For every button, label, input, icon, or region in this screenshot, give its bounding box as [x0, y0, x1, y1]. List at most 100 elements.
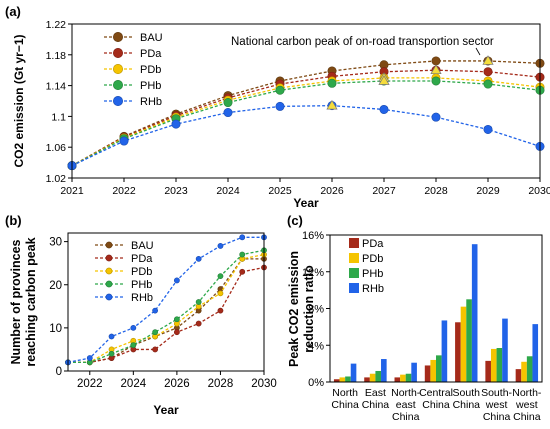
legend-label-pdb: PDb	[131, 266, 152, 278]
legend-marker-phb	[113, 80, 124, 91]
data-point-pda	[239, 268, 246, 275]
bar-rhb	[502, 318, 508, 382]
data-point-pda	[483, 67, 493, 77]
xtick-label-a: 2028	[424, 185, 448, 197]
data-point-rhb	[171, 119, 181, 129]
bar-pdb	[430, 359, 436, 382]
annotation-text: National carbon peak of on-road transpor…	[231, 36, 494, 48]
category-label: North-west China	[512, 387, 542, 423]
data-point-phb	[108, 350, 115, 357]
legend-marker-pda	[113, 47, 124, 58]
legend-marker-rhb	[113, 96, 124, 107]
data-point-bau	[431, 56, 441, 66]
bar-rhb	[471, 244, 478, 382]
data-point-pda	[195, 320, 202, 327]
data-point-rhb	[119, 136, 129, 146]
ytick-label-c: 8%	[308, 304, 324, 316]
plot-frame-a	[71, 23, 541, 179]
data-point-pda	[152, 346, 159, 353]
bar-pdb	[490, 348, 497, 382]
plot-frame-b	[67, 232, 265, 372]
series-line-pda	[71, 69, 541, 167]
data-point-rhb	[223, 108, 233, 118]
bar-rhb	[441, 320, 448, 382]
data-point-pda	[217, 307, 224, 314]
ytick-label-a: 1.22	[46, 19, 67, 31]
data-point-phb	[217, 273, 224, 280]
legend-label-rhb: RHb	[140, 96, 162, 108]
data-point-phb	[195, 299, 202, 305]
data-point-pda	[173, 329, 180, 336]
data-point-phb	[130, 342, 137, 349]
y-axis-label-a: CO2 emission (Gt yr−1)	[12, 34, 26, 167]
y-axis-label-b: Number of provincesreaching carbon peak	[9, 237, 38, 366]
xtick-label-a: 2022	[112, 185, 136, 197]
peak-marker-bau	[482, 55, 494, 65]
data-point-phb	[483, 79, 493, 89]
legend-swatch-rhb	[349, 283, 359, 293]
data-point-rhb	[195, 255, 202, 262]
bar-rhb	[350, 363, 357, 382]
legend-c: PDa PDb PHb RHb	[349, 238, 384, 295]
legend-label-bau: BAU	[140, 32, 163, 44]
plot-frame-c	[329, 234, 543, 383]
legend-label-rhb: RHb	[131, 292, 153, 304]
legend-label-rhb: RHb	[362, 283, 384, 295]
data-point-rhb	[130, 324, 137, 331]
xtick-label-a: 2023	[164, 185, 188, 197]
xtick-label-a: 2027	[372, 185, 396, 197]
ytick-label-c: 12%	[302, 267, 324, 279]
data-point-rhb	[152, 307, 159, 314]
legend-marker-bau	[105, 241, 113, 249]
data-point-phb	[431, 76, 441, 86]
xtick-label-a: 2030	[528, 185, 550, 197]
legend-marker-pda	[105, 254, 113, 262]
data-point-rhb	[217, 243, 224, 249]
data-point-rhb	[431, 112, 441, 122]
bar-rhb	[381, 359, 387, 382]
legend-label-pda: PDa	[131, 253, 153, 265]
legend-a: BAU PDa PDb PHb RHb	[104, 31, 163, 108]
ytick-label-a: 1.1	[51, 111, 66, 123]
ytick-label-b: 0	[56, 366, 62, 378]
ytick-label-a: 1.02	[46, 173, 67, 185]
peak-marker-pda	[430, 64, 442, 75]
data-point-rhb	[86, 355, 93, 361]
legend-marker-rhb	[105, 293, 113, 301]
category-label: South China	[453, 387, 481, 411]
panel-label-a: (a)	[5, 4, 21, 19]
ytick-label-b: 30	[49, 237, 62, 249]
bar-pda	[394, 377, 401, 382]
x-axis-label-b: Year	[153, 403, 179, 417]
data-point-rhb	[483, 124, 493, 134]
legend-swatch-pdb	[349, 253, 359, 263]
data-point-phb	[275, 85, 285, 95]
panel-a: (a) 1.02 1.06 1.1 1.14 1.18 1.22 2021 2022 2023 2…	[5, 4, 550, 210]
data-point-phb	[223, 98, 233, 108]
category-label: South-west China	[481, 387, 512, 423]
ytick-label-b: 20	[49, 280, 62, 292]
series-line-rhb	[71, 104, 541, 167]
legend-label-phb: PHb	[140, 80, 161, 92]
data-point-rhb	[275, 101, 285, 111]
bar-pdb	[369, 373, 376, 382]
bar-pda	[333, 379, 340, 382]
peak-marker-rhb	[326, 99, 338, 110]
category-label: Central China	[419, 387, 453, 411]
ytick-label-b: 10	[49, 323, 62, 335]
data-point-phb	[327, 78, 337, 88]
data-point-rhb	[239, 234, 246, 241]
y-axis-label-c: Peak CO2 emissionreduction ratio	[287, 251, 316, 367]
bar-phb	[436, 355, 442, 382]
series-line-pda	[68, 266, 265, 364]
legend-marker-bau	[113, 31, 124, 42]
bar-pdb	[400, 374, 406, 382]
ytick-label-a: 1.14	[46, 81, 67, 93]
bar-rhb	[532, 324, 539, 382]
legend-label-pdb: PDb	[140, 64, 161, 76]
legend-label-pdb: PDb	[362, 253, 383, 265]
ytick-label-a: 1.06	[46, 142, 67, 154]
